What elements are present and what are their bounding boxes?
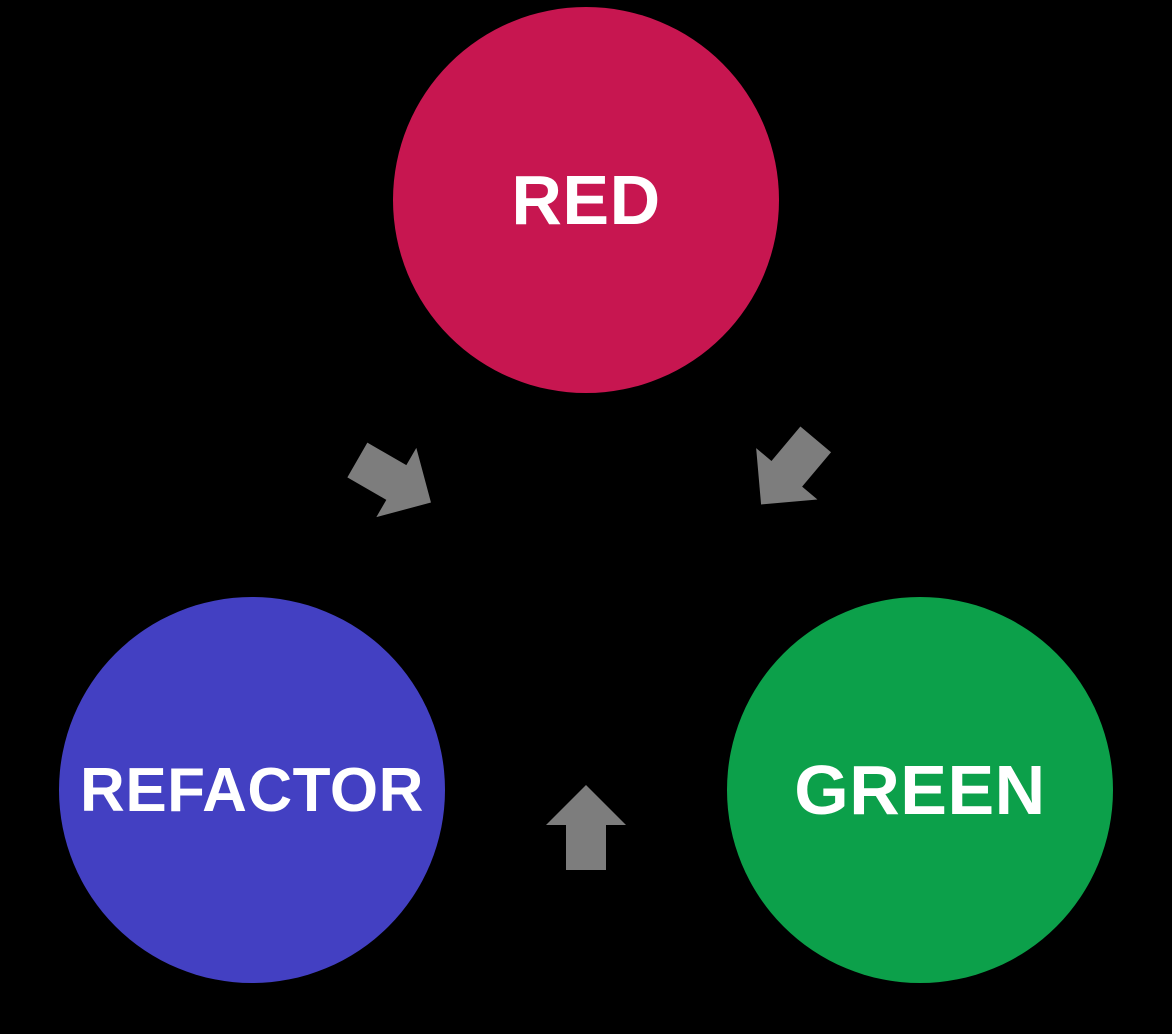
arrow-green-to-refactor — [536, 770, 636, 890]
node-green-label: GREEN — [794, 750, 1045, 830]
arrow-refactor-to-red — [315, 407, 469, 554]
node-refactor: REFACTOR — [59, 597, 445, 983]
arrow-icon — [546, 785, 626, 870]
node-green: GREEN — [727, 597, 1113, 983]
node-red: RED — [393, 7, 779, 393]
tdd-cycle-diagram: RED GREEN REFACTOR — [0, 0, 1172, 1034]
node-refactor-label: REFACTOR — [80, 755, 424, 826]
arrow-icon — [337, 425, 451, 537]
arrow-red-to-green — [713, 392, 867, 548]
arrow-icon — [730, 414, 846, 531]
node-red-label: RED — [511, 160, 660, 240]
